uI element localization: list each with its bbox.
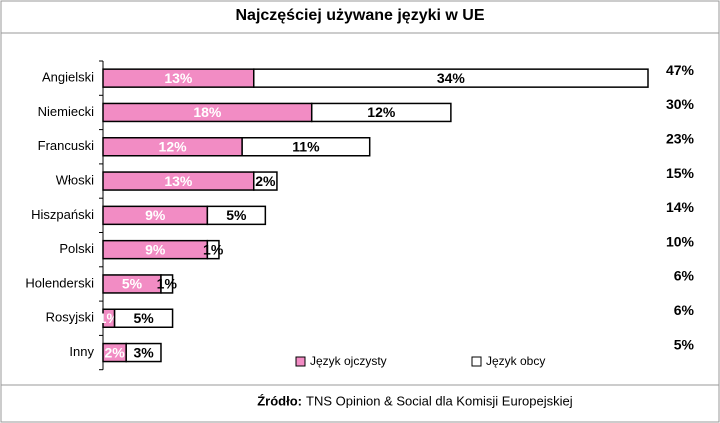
value-label: 13% bbox=[164, 70, 193, 86]
bar-segment bbox=[252, 171, 278, 191]
value-label: 1% bbox=[203, 241, 224, 257]
bar-segment bbox=[252, 68, 649, 88]
bar-segment bbox=[125, 342, 162, 363]
bar-segment bbox=[241, 137, 371, 157]
value-label: 12% bbox=[367, 104, 396, 120]
bar-segment bbox=[113, 308, 174, 328]
value-label: 2% bbox=[255, 173, 276, 189]
source: TNS Opinion & Social dla Komisji Europej… bbox=[306, 393, 573, 408]
bar-segment bbox=[310, 102, 452, 123]
value-label: 5% bbox=[133, 310, 154, 326]
y-tick-label: Inny bbox=[69, 344, 94, 359]
legend-swatch bbox=[471, 356, 482, 367]
value-label: 11% bbox=[292, 138, 320, 154]
total-label: 15% bbox=[666, 165, 695, 181]
value-label: 1% bbox=[157, 276, 178, 292]
value-label: 9% bbox=[145, 207, 166, 223]
y-tick-label: Rosyjski bbox=[46, 310, 95, 325]
bar-segment bbox=[206, 205, 267, 226]
total-label: 6% bbox=[674, 302, 695, 318]
source-label: Źródło: bbox=[257, 393, 302, 408]
value-label: 2% bbox=[104, 344, 125, 360]
y-tick-label: Niemiecki bbox=[38, 104, 94, 119]
y-tick-label: Francuski bbox=[38, 138, 94, 153]
value-label: 12% bbox=[159, 138, 188, 154]
total-label: 47% bbox=[666, 62, 695, 78]
bar-segment bbox=[206, 239, 220, 260]
y-tick-label: Angielski bbox=[42, 70, 94, 85]
chart-title: Najczęściej używane języki w UE bbox=[235, 7, 484, 24]
value-label: 5% bbox=[122, 276, 143, 292]
total-label: 5% bbox=[674, 336, 695, 352]
total-label: 14% bbox=[666, 199, 695, 215]
total-label: 30% bbox=[666, 96, 695, 112]
y-tick-label: Hiszpański bbox=[31, 207, 94, 222]
total-label: 6% bbox=[674, 268, 695, 284]
bar-segment bbox=[160, 274, 174, 294]
total-label: 10% bbox=[666, 233, 695, 249]
total-label: 23% bbox=[666, 130, 695, 146]
y-tick-label: Polski bbox=[59, 241, 94, 256]
legend-label: Język obcy bbox=[486, 354, 545, 368]
value-label: 34% bbox=[437, 70, 466, 86]
legend-swatch bbox=[295, 356, 306, 367]
value-label: 13% bbox=[164, 173, 193, 189]
value-label: 18% bbox=[193, 104, 222, 120]
value-label: 5% bbox=[226, 207, 247, 223]
y-tick-label: Holenderski bbox=[25, 275, 94, 290]
value-label: 9% bbox=[145, 241, 166, 257]
y-tick-label: Włoski bbox=[56, 172, 94, 187]
legend-label: Język ojczysty bbox=[310, 354, 387, 368]
value-label: 3% bbox=[133, 344, 154, 360]
